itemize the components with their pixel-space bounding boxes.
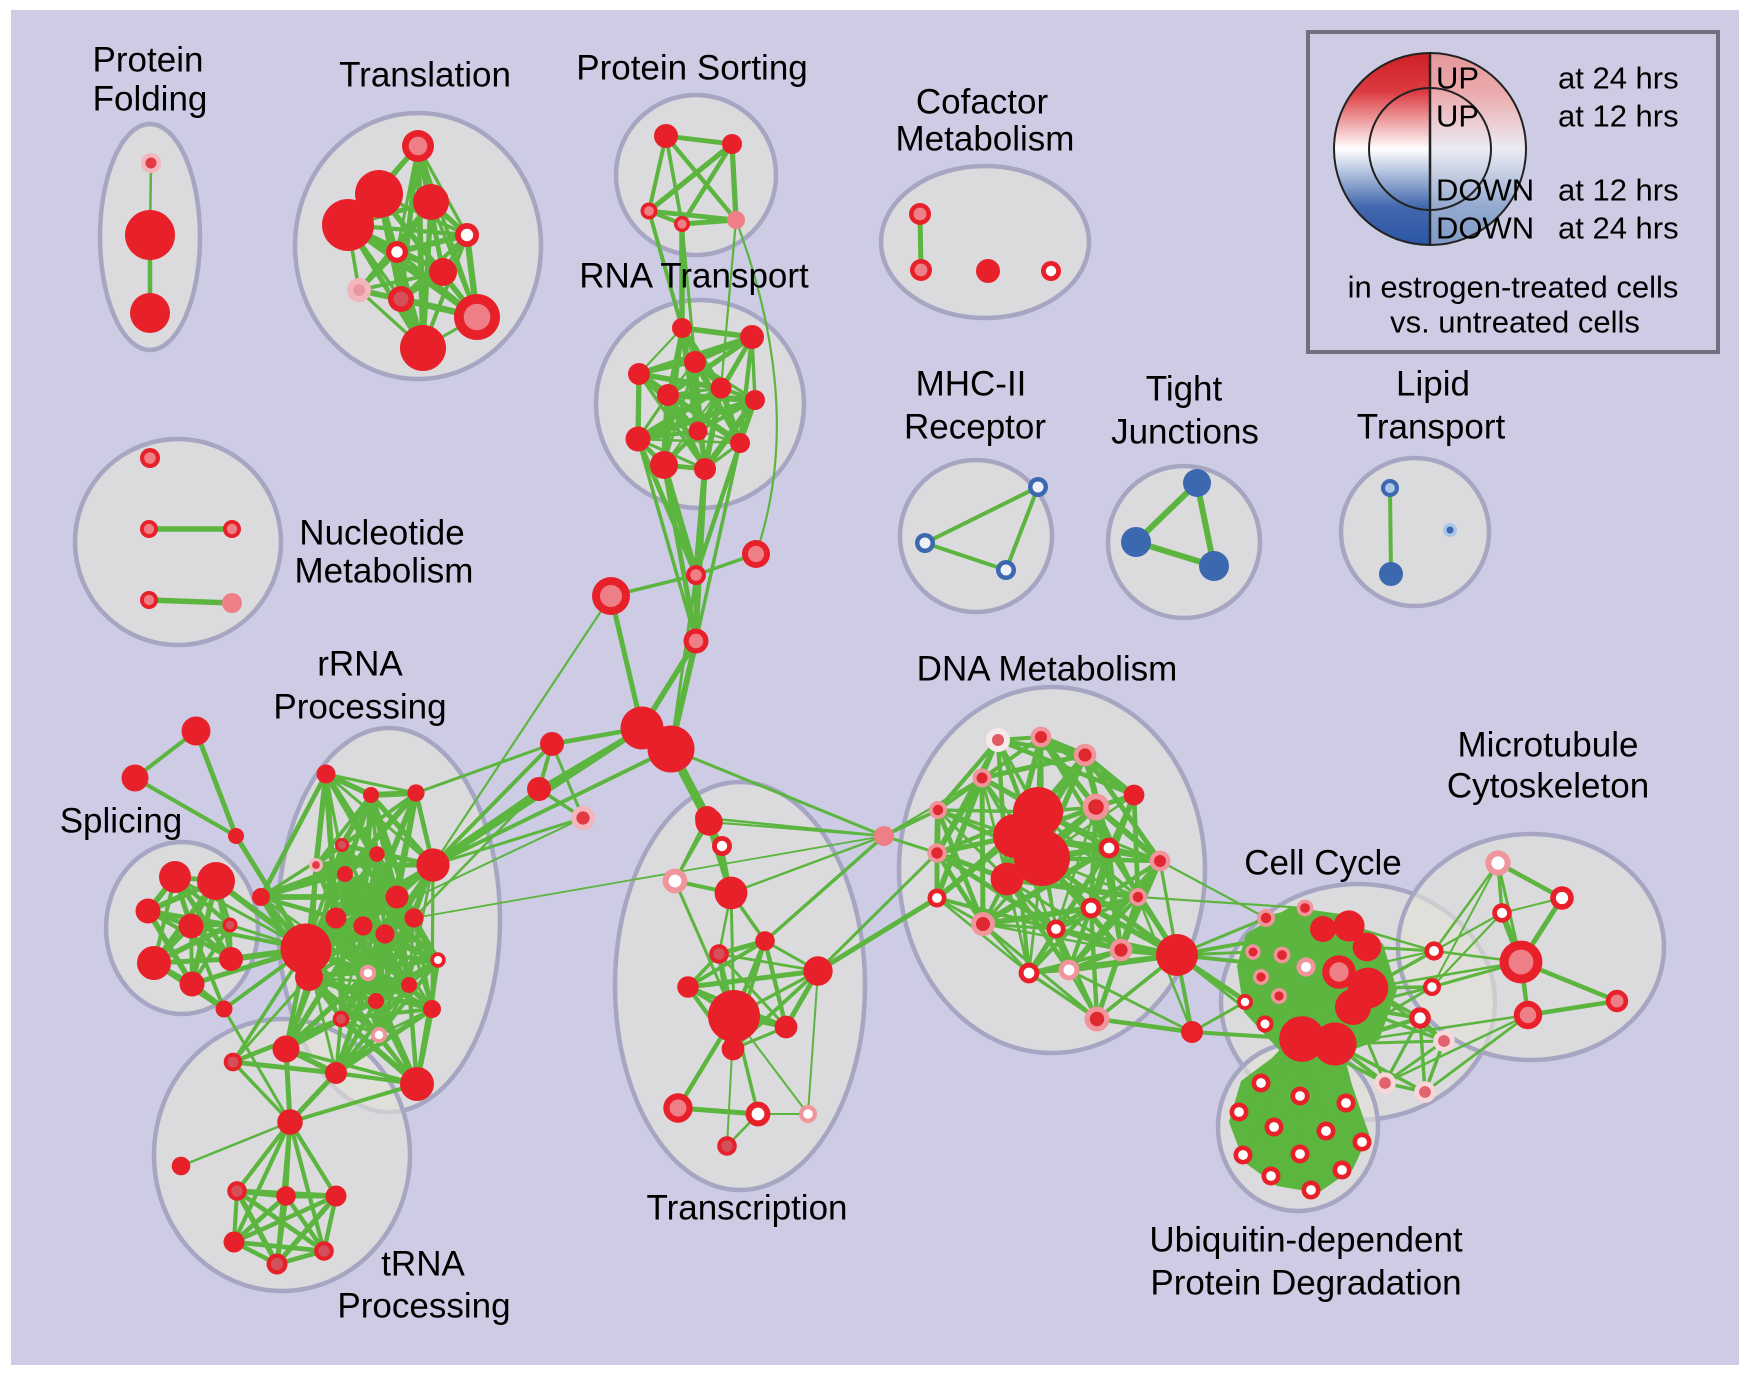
svg-text:Protein: Protein: [93, 41, 204, 80]
svg-text:UP: UP: [1436, 61, 1479, 96]
svg-text:at 12 hrs: at 12 hrs: [1558, 173, 1679, 208]
svg-text:UP: UP: [1436, 99, 1479, 134]
svg-text:Transcription: Transcription: [647, 1189, 848, 1228]
svg-text:Splicing: Splicing: [60, 802, 183, 841]
svg-text:Ubiquitin-dependent: Ubiquitin-dependent: [1149, 1221, 1463, 1260]
svg-text:Cytoskeleton: Cytoskeleton: [1447, 767, 1649, 806]
svg-text:at 12 hrs: at 12 hrs: [1558, 99, 1679, 134]
svg-text:tRNA: tRNA: [381, 1245, 465, 1284]
svg-text:Folding: Folding: [93, 80, 208, 119]
svg-text:DNA Metabolism: DNA Metabolism: [917, 650, 1178, 689]
svg-text:Cofactor: Cofactor: [916, 83, 1049, 122]
svg-text:at 24 hrs: at 24 hrs: [1558, 61, 1679, 96]
svg-text:Receptor: Receptor: [904, 408, 1046, 447]
svg-text:Cell Cycle: Cell Cycle: [1244, 844, 1402, 883]
svg-text:rRNA: rRNA: [317, 645, 403, 684]
svg-text:Tight: Tight: [1146, 370, 1223, 409]
svg-text:DOWN: DOWN: [1436, 173, 1534, 208]
svg-text:Processing: Processing: [337, 1287, 510, 1326]
svg-text:DOWN: DOWN: [1436, 211, 1534, 246]
svg-text:Transport: Transport: [1357, 408, 1506, 447]
svg-text:Lipid: Lipid: [1396, 365, 1470, 404]
svg-text:Translation: Translation: [339, 56, 511, 95]
svg-text:MHC-II: MHC-II: [916, 365, 1027, 404]
svg-text:Microtubule: Microtubule: [1458, 726, 1639, 765]
svg-text:in estrogen-treated cells: in estrogen-treated cells: [1348, 270, 1679, 305]
svg-text:at 24 hrs: at 24 hrs: [1558, 211, 1679, 246]
svg-text:Nucleotide: Nucleotide: [299, 514, 464, 553]
svg-text:Junctions: Junctions: [1111, 413, 1259, 452]
svg-text:Protein Degradation: Protein Degradation: [1150, 1264, 1461, 1303]
svg-text:Protein Sorting: Protein Sorting: [576, 49, 808, 88]
svg-text:Metabolism: Metabolism: [295, 552, 474, 591]
svg-text:Processing: Processing: [273, 688, 446, 727]
svg-text:Metabolism: Metabolism: [896, 120, 1075, 159]
svg-text:RNA Transport: RNA Transport: [579, 257, 809, 296]
svg-text:vs. untreated cells: vs. untreated cells: [1390, 305, 1640, 340]
